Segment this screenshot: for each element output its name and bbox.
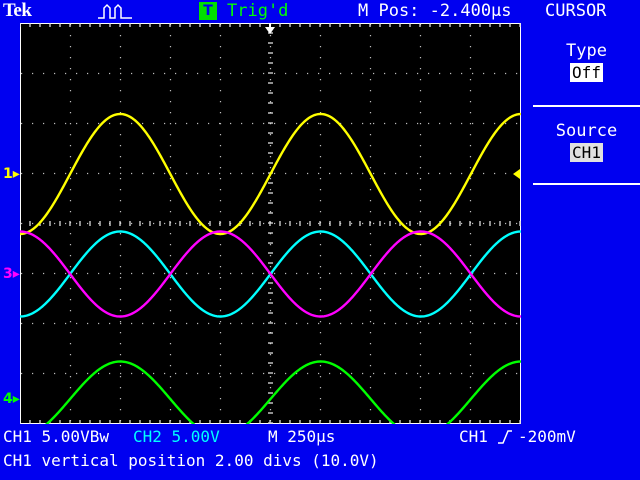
ch1-scale-readout: CH1 5.00VBw [3,427,109,447]
graticule [20,23,521,424]
menu-divider [533,183,640,185]
arrow-right-icon: ▸ [13,266,20,282]
waveform-display[interactable] [20,23,521,424]
source-menu-item[interactable]: Source CH1 [533,121,640,162]
trigger-position-stem [269,23,271,27]
source-value: CH1 [570,143,603,162]
ch2-scale-readout: CH2 5.00V [133,427,220,447]
trace-ch1 [20,114,521,234]
trigger-source-readout: CH1 [459,427,488,447]
channel-4-marker[interactable]: 4▸ [3,392,20,406]
trigger-level-marker [513,169,520,179]
status-message: CH1 vertical position 2.00 divs (10.0V) [3,451,379,471]
channel-3-marker[interactable]: 3▸ [3,267,20,281]
arrow-right-icon: ▸ [13,166,20,182]
run-pulse-icon [98,2,132,20]
side-menu: Type Off Source CH1 [533,23,640,424]
type-value: Off [570,63,603,82]
source-label: Source [533,121,640,141]
channel-1-marker[interactable]: 1▸ [3,167,20,181]
menu-divider [533,105,640,107]
waveform-traces [20,114,521,424]
channel-marker-label: 3 [3,266,13,282]
channel-marker-label: 1 [3,166,13,182]
type-menu-item[interactable]: Type Off [533,41,640,82]
arrow-right-icon: ▸ [13,391,20,407]
trigger-level-readout: -200mV [518,427,576,447]
type-label: Type [533,41,640,61]
menu-title: CURSOR [545,1,606,21]
trigger-badge: T [199,2,217,20]
channel-marker-label: 4 [3,391,13,407]
trigger-position-marker [265,27,275,34]
timebase-readout: M 250μs [268,427,335,447]
trigger-status: Trig'd [227,1,288,21]
brand-logo: Tek [3,1,31,21]
main-position-readout: M Pos: -2.400μs [358,1,512,21]
rising-edge-icon [497,429,513,445]
